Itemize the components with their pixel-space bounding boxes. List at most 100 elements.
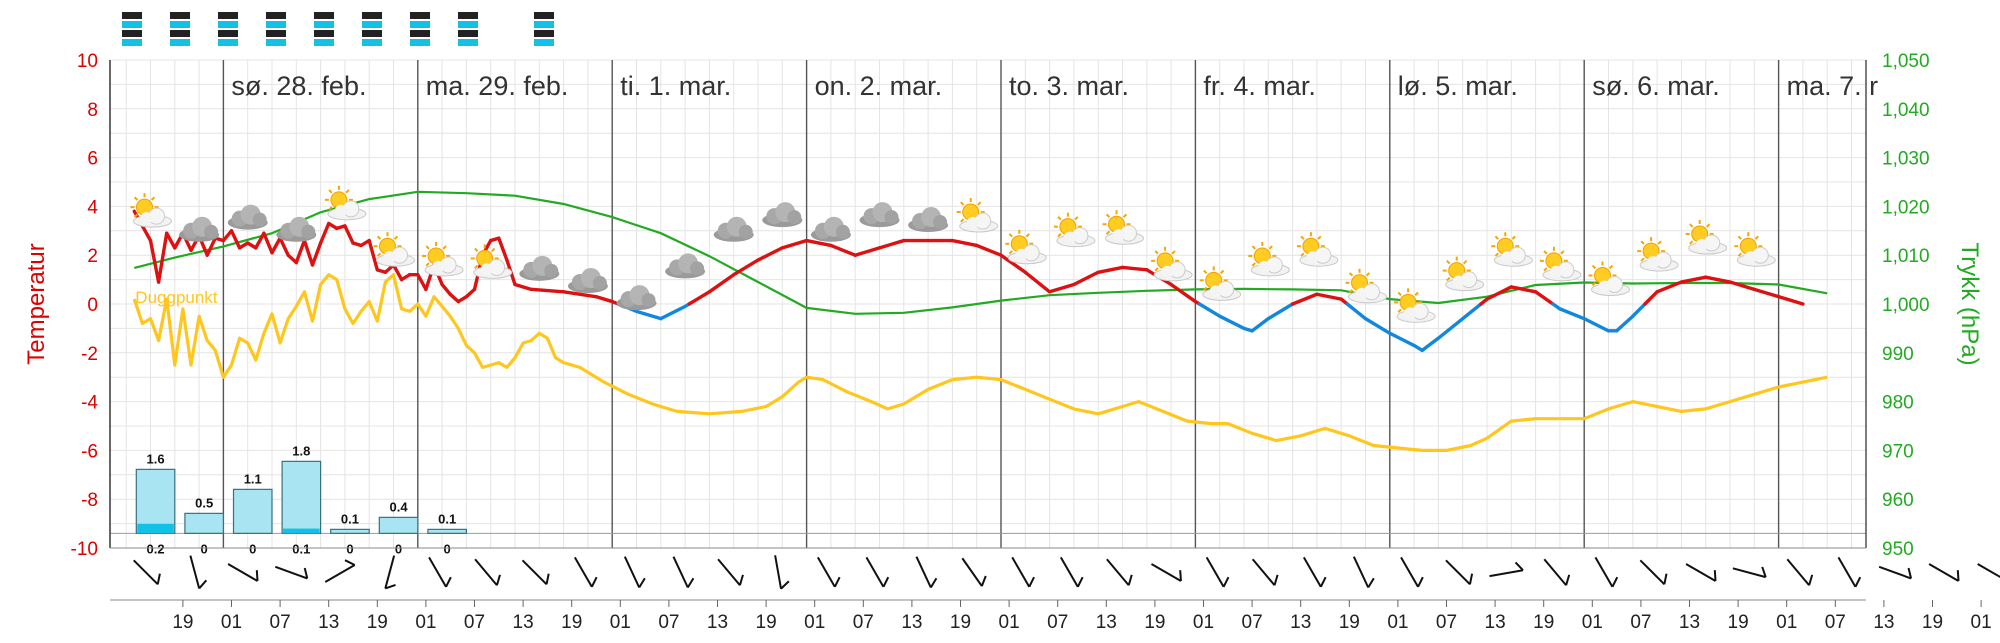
wind-shaft: [1205, 556, 1225, 588]
sun-ray: [1591, 281, 1597, 287]
wind-barb: [1808, 574, 1814, 586]
temperature-segment: [156, 231, 169, 284]
sun-ray: [1689, 240, 1694, 245]
temperature-segment: [302, 238, 315, 267]
wind-shaft: [717, 558, 741, 586]
wind-shaft: [1837, 556, 1857, 588]
sun-ray: [1414, 291, 1419, 296]
legend-mark-stripe: [218, 12, 238, 19]
wind-shaft: [1400, 556, 1419, 588]
x-axis-tick-label: 13: [513, 612, 534, 633]
cloud-part: [641, 293, 656, 308]
wind-barb: [1028, 576, 1035, 588]
wind-shaft: [1445, 559, 1471, 586]
partly-cloudy-icon: [1491, 232, 1533, 267]
wind-shaft: [672, 556, 689, 588]
temperature-segment: [1363, 316, 1392, 335]
wind-shaft: [1594, 556, 1614, 588]
temperature-segment: [343, 224, 355, 245]
x-axis-tick-label: 01: [1971, 612, 1992, 633]
wind-shaft: [1685, 563, 1717, 582]
sun-ray: [1122, 213, 1128, 218]
cloud-icon: [276, 216, 317, 242]
temperature-segment: [659, 304, 687, 321]
partly-cloudy-icon: [373, 232, 415, 267]
temperature-segment: [999, 253, 1028, 274]
sun-ray: [328, 206, 333, 211]
left-axis-tick-label: -2: [81, 344, 98, 365]
wind-barb: [1514, 561, 1524, 571]
wind-barb: [980, 575, 987, 587]
temperature-segment: [464, 287, 477, 299]
wind-shaft: [623, 556, 641, 588]
partly-cloudy-icon: [1588, 261, 1630, 296]
cloud-part: [1063, 231, 1076, 244]
temperature-segment: [1169, 282, 1198, 304]
x-axis-tick-label: 19: [561, 612, 582, 633]
x-axis-tick-label: 13: [1679, 612, 1700, 633]
sun-ray: [376, 235, 382, 240]
temperature-segment: [1655, 280, 1684, 294]
wind-barb: [1179, 570, 1182, 582]
cloud-part: [252, 212, 267, 227]
wind-shaft: [1977, 563, 2000, 582]
precip-bar: [281, 460, 322, 534]
wind-barb: [303, 567, 309, 579]
legend-mark-stripe: [266, 12, 286, 19]
sun-ray: [1008, 233, 1013, 238]
cloud-part: [592, 276, 607, 291]
sun-ray: [1737, 252, 1742, 257]
legend-mark-stripe: [122, 21, 142, 28]
left-axis-tick-label: -8: [81, 490, 98, 511]
precip-value-label: 1.8: [292, 443, 310, 458]
precip-bar-heavy: [283, 528, 320, 534]
temperature-segment: [1509, 285, 1538, 294]
sun-ray: [1220, 269, 1225, 274]
right-axis-tick-label: 1,020: [1882, 197, 1930, 218]
temperature-segment: [780, 238, 809, 250]
temperature-segment: [1643, 290, 1659, 306]
wind-shaft: [1543, 558, 1567, 586]
temperature-segment: [707, 273, 736, 294]
wind-barb: [780, 580, 790, 590]
wind-barb-icon: [189, 555, 208, 590]
partly-cloudy-icon: [1394, 288, 1436, 323]
x-axis-tick-label: 01: [999, 612, 1020, 633]
x-axis-tick-label: 07: [853, 612, 874, 633]
temperature-segment: [561, 290, 598, 299]
partly-cloudy-icon: [1248, 241, 1290, 277]
wind-shaft: [1878, 565, 1912, 580]
cloud-icon: [179, 216, 220, 242]
sun-ray: [1300, 235, 1305, 240]
temperature-segment: [497, 236, 509, 262]
cloud-icon: [519, 255, 560, 281]
wind-barb: [1761, 566, 1767, 578]
cloud-icon: [227, 204, 268, 230]
temperature-segment: [278, 236, 290, 257]
wind-barb: [545, 573, 550, 585]
cloud-icon: [567, 268, 608, 294]
wind-barb-icon: [1059, 556, 1084, 588]
cloud-icon: [616, 285, 657, 311]
temperature-segment: [1436, 316, 1465, 340]
wind-shaft: [189, 555, 201, 589]
wind-barb: [445, 576, 452, 588]
legend-mark-icon: [170, 12, 190, 46]
left-axis-tick-label: -10: [71, 539, 98, 560]
wind-barb-icon: [1251, 558, 1279, 586]
legend-mark-icon: [122, 12, 142, 46]
wind-shaft: [961, 557, 983, 587]
cloud-part: [383, 251, 396, 264]
x-axis-tick-label: 07: [1630, 612, 1651, 633]
sun-ray: [977, 201, 982, 206]
temperature-segment: [148, 238, 161, 284]
wind-barb-icon: [1205, 556, 1230, 588]
cloud-icon: [665, 253, 706, 279]
sun-ray: [1446, 276, 1451, 282]
sun-ray: [1057, 216, 1062, 221]
wind-barb: [344, 559, 356, 566]
wind-barb-icon: [227, 563, 259, 582]
temperature-segment: [756, 246, 784, 262]
x-axis-tick-label: 01: [1387, 612, 1408, 633]
right-axis-tick-label: 1,010: [1882, 246, 1930, 267]
